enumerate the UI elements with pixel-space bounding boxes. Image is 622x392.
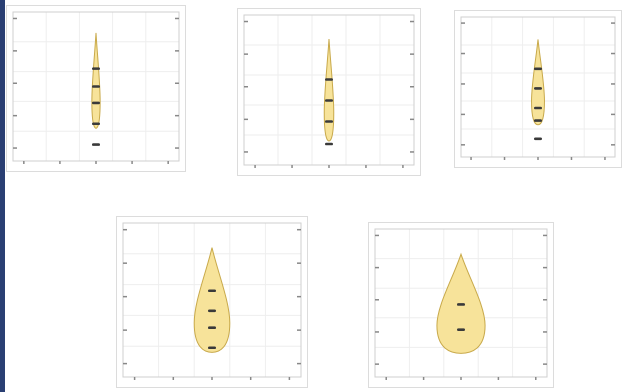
data-point: [534, 119, 542, 122]
data-point: [92, 122, 100, 126]
data-point: [92, 67, 100, 70]
teardrop-shape: [531, 39, 545, 126]
chart-3: [460, 16, 616, 160]
data-point: [208, 346, 216, 350]
teardrop-shape: [323, 38, 335, 142]
chart-panel-3: [454, 10, 622, 168]
data-point: [534, 106, 542, 110]
teardrop-shape: [91, 32, 101, 129]
chart-panel-4: [116, 216, 308, 388]
chart-panel-1: [6, 5, 186, 172]
chart-2: [243, 14, 415, 168]
chart-5: [374, 228, 548, 380]
data-point: [208, 326, 216, 330]
data-point: [534, 67, 542, 71]
data-point: [325, 78, 333, 81]
data-point: [208, 289, 216, 293]
chart-panel-5: [368, 222, 554, 388]
chart-1: [12, 11, 180, 164]
data-point: [457, 303, 465, 306]
chart-panel-2: [237, 8, 421, 176]
data-point: [457, 328, 465, 331]
chart-4: [122, 222, 302, 380]
teardrop-shape: [193, 247, 231, 353]
data-point: [534, 87, 542, 90]
data-point: [92, 143, 100, 146]
data-point: [92, 85, 100, 88]
data-point: [325, 120, 333, 123]
data-point: [325, 99, 333, 102]
data-point: [534, 137, 542, 141]
data-point: [92, 101, 100, 105]
left-edge-bar: [0, 0, 5, 392]
data-point: [208, 309, 216, 313]
data-point: [325, 142, 333, 146]
